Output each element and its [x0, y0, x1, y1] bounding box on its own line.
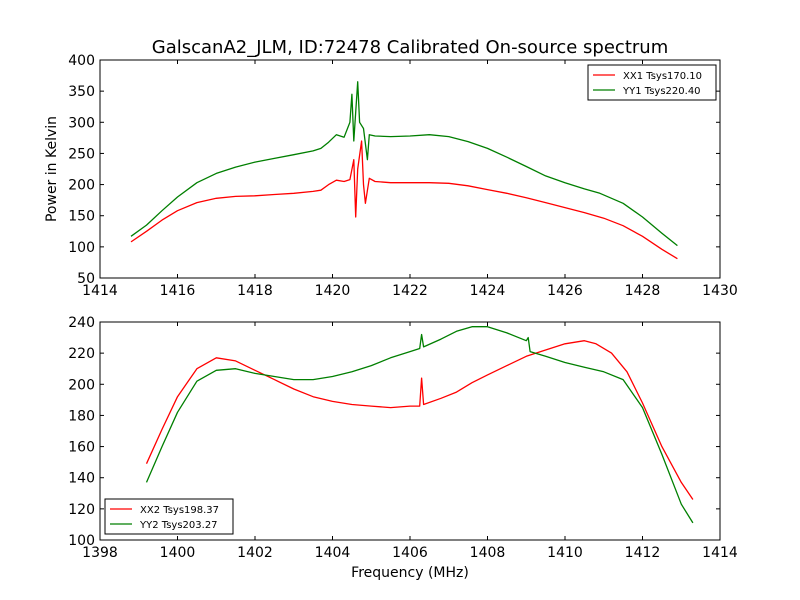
bottom-panel: 1398 1400 1402 1404 1406 1408 1410 1412 1414 100 1…	[68, 315, 738, 581]
x-tick-label: 1420	[315, 283, 351, 299]
x-tick-label: 1398	[82, 545, 118, 561]
x-tick-label: 1414	[82, 283, 118, 299]
y-tick-label: 140	[68, 471, 95, 487]
x-tick-label: 1404	[315, 545, 351, 561]
y-tick-label: 200	[68, 377, 95, 393]
y-tick-label: 160	[68, 440, 95, 456]
y-tick-label: 50	[77, 271, 95, 287]
x-axis-label: Frequency (MHz)	[351, 565, 469, 581]
x-tick-label: 1406	[392, 545, 428, 561]
y-tick-label: 400	[68, 53, 95, 69]
x-tick-label: 1408	[470, 545, 506, 561]
x-tick-label: 1412	[625, 545, 661, 561]
legend-box	[104, 498, 234, 535]
x-tick-label: 1402	[237, 545, 273, 561]
y-tick-label: 300	[68, 115, 95, 131]
legend-label: XX1 Tsys170.10	[623, 71, 702, 82]
series-line-2	[130, 81, 678, 247]
series-line-1	[145, 340, 694, 500]
x-tick-label: 1414	[702, 545, 738, 561]
x-tick-label: 1410	[547, 545, 583, 561]
y-axis-label: Power in Kelvin	[44, 116, 60, 222]
y-tick-label: 350	[68, 84, 95, 100]
x-tick-label: 1424	[470, 283, 506, 299]
legend-label: XX2 Tsys198.37	[140, 505, 219, 516]
x-tick-label: 1416	[160, 283, 196, 299]
y-tick-label: 120	[68, 502, 95, 518]
x-tick-label: 1400	[160, 545, 196, 561]
y-tick-label: 100	[68, 240, 95, 256]
y-tick-label: 200	[68, 178, 95, 194]
y-tick-label: 180	[68, 408, 95, 424]
y-tick-label: 100	[68, 533, 95, 549]
series-line-2	[145, 326, 694, 524]
x-tick-label: 1428	[625, 283, 661, 299]
x-tick-label: 1418	[237, 283, 273, 299]
legend-label: YY2 Tsys203.27	[139, 520, 218, 531]
x-tick-label: 1430	[702, 283, 738, 299]
y-tick-label: 150	[68, 209, 95, 225]
chart-title: GalscanA2_JLM, ID:72478 Calibrated On-so…	[152, 37, 668, 58]
top-panel: 1414 1416 1418 1420 1422 1424 1426 1428 1430 50 10…	[44, 53, 738, 299]
legend-box	[587, 64, 717, 101]
y-tick-label: 220	[68, 346, 95, 362]
series-line-1	[130, 140, 678, 260]
y-tick-label: 240	[68, 315, 95, 331]
legend-label: YY1 Tsys220.40	[622, 86, 701, 97]
x-tick-label: 1422	[392, 283, 428, 299]
x-tick-label: 1426	[547, 283, 583, 299]
y-tick-label: 250	[68, 146, 95, 162]
